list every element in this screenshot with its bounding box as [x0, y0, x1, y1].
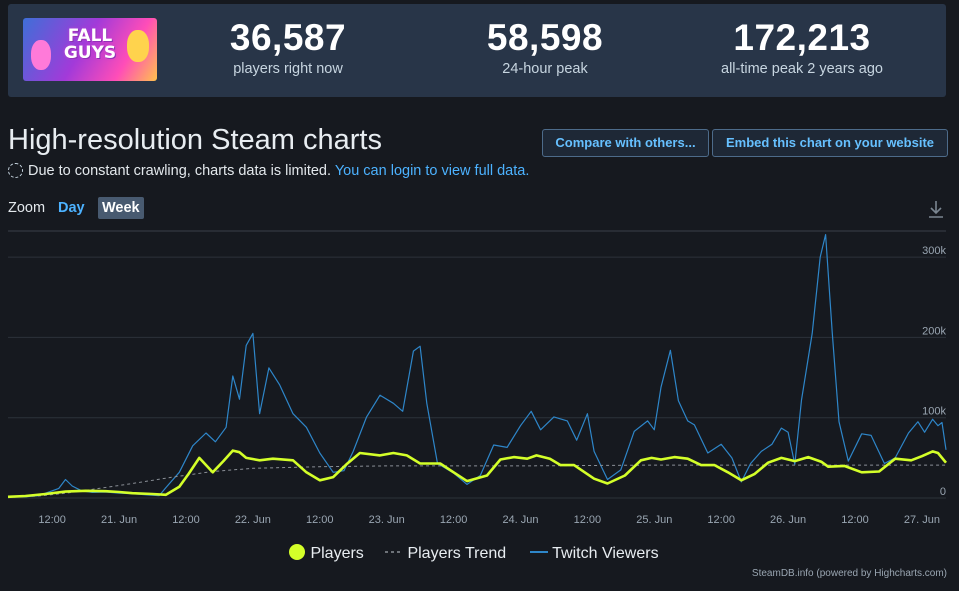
game-header-image[interactable]: FALL GUYS	[23, 18, 157, 81]
x-tick-label: 12:00	[306, 514, 334, 526]
legend-label: Twitch Viewers	[552, 545, 659, 562]
x-tick-label: 12:00	[440, 514, 468, 526]
legend-players-trend[interactable]: Players Trend	[385, 543, 506, 563]
legend-twitch-viewers[interactable]: Twitch Viewers	[530, 543, 659, 563]
game-logo: FALL GUYS	[63, 26, 117, 63]
stat-value: 36,587	[229, 17, 347, 58]
x-tick-label: 12:00	[841, 514, 869, 526]
legend-trend-marker	[385, 551, 403, 553]
zoom-week-button[interactable]: Week	[98, 197, 144, 219]
x-tick-label: 12:00	[38, 514, 66, 526]
legend-twitch-marker	[530, 551, 548, 553]
legend-players-marker	[289, 544, 305, 560]
series-players	[7, 449, 948, 499]
chart-credits: SteamDB.info (powered by Highcharts.com)	[751, 568, 947, 579]
x-tick-label: 24. Jun	[502, 514, 538, 526]
data-limit-notice: Due to constant crawling, charts data is…	[8, 163, 529, 179]
download-icon[interactable]	[925, 198, 947, 220]
stat-label: 24-hour peak	[502, 61, 588, 77]
stat-all-time-peak: 172,213 all-time peak 2 years ago	[682, 16, 922, 78]
y-tick-label: 200k	[922, 325, 946, 337]
stat-label: players right now	[233, 61, 343, 77]
stats-bar: FALL GUYS 36,587 players right now 58,59…	[8, 4, 946, 97]
x-tick-label: 26. Jun	[770, 514, 806, 526]
x-tick-label: 22. Jun	[235, 514, 271, 526]
zoom-day-button[interactable]: Day	[58, 200, 85, 216]
stat-value: 58,598	[486, 17, 604, 58]
x-tick-label: 12:00	[707, 514, 735, 526]
x-tick-label: 12:00	[172, 514, 200, 526]
x-tick-label: 23. Jun	[369, 514, 405, 526]
series-players-trend	[7, 464, 946, 498]
x-axis-labels: 12:00 21. Jun 12:00 22. Jun 12:00 23. Jun 12:0…	[38, 514, 940, 526]
legend-label: Players	[310, 545, 364, 562]
embed-chart-button[interactable]: Embed this chart on your website	[712, 129, 948, 157]
x-tick-label: 21. Jun	[101, 514, 137, 526]
y-tick-label: 0	[940, 486, 946, 498]
login-link[interactable]: You can login to view full data.	[334, 163, 530, 179]
y-tick-label: 100k	[922, 406, 946, 418]
y-axis-labels: 0 100k 200k 300k	[922, 245, 946, 498]
series-layer	[7, 234, 948, 499]
bean-character-left	[31, 40, 51, 70]
x-tick-label: 27. Jun	[904, 514, 940, 526]
grid-lines	[8, 256, 946, 499]
notice-text: Due to constant crawling, charts data is…	[28, 163, 332, 179]
series-twitch-viewers	[7, 234, 947, 498]
legend-label: Players Trend	[407, 545, 507, 562]
x-tick-label: 12:00	[574, 514, 602, 526]
stat-label: all-time peak 2 years ago	[721, 61, 883, 77]
dashed-circle-icon	[8, 163, 23, 178]
stat-24h-peak: 58,598 24-hour peak	[425, 16, 665, 78]
zoom-label: Zoom	[8, 200, 46, 216]
y-tick-label: 300k	[922, 245, 946, 257]
x-tick-label: 25. Jun	[636, 514, 672, 526]
stat-players-now: 36,587 players right now	[168, 16, 408, 78]
page-title: High-resolution Steam charts	[8, 124, 382, 156]
bean-character-right	[127, 30, 149, 62]
legend-players[interactable]: Players	[288, 543, 364, 563]
compare-button[interactable]: Compare with others...	[542, 129, 709, 157]
stat-value: 172,213	[733, 17, 871, 58]
